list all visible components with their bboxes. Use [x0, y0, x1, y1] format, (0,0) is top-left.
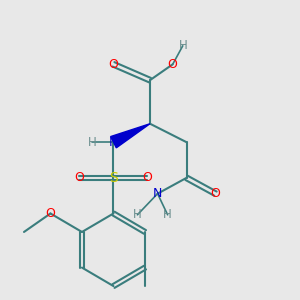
- Text: O: O: [74, 171, 84, 184]
- Text: O: O: [109, 58, 118, 71]
- Text: H: H: [178, 39, 187, 52]
- Text: O: O: [46, 207, 56, 220]
- Polygon shape: [111, 124, 150, 148]
- Text: N: N: [109, 136, 118, 149]
- Text: N: N: [153, 187, 162, 200]
- Text: H: H: [88, 136, 96, 149]
- Text: H: H: [163, 208, 172, 221]
- Text: O: O: [168, 58, 178, 71]
- Text: H: H: [133, 208, 142, 221]
- Text: S: S: [109, 171, 118, 185]
- Text: O: O: [211, 187, 220, 200]
- Text: O: O: [142, 171, 152, 184]
